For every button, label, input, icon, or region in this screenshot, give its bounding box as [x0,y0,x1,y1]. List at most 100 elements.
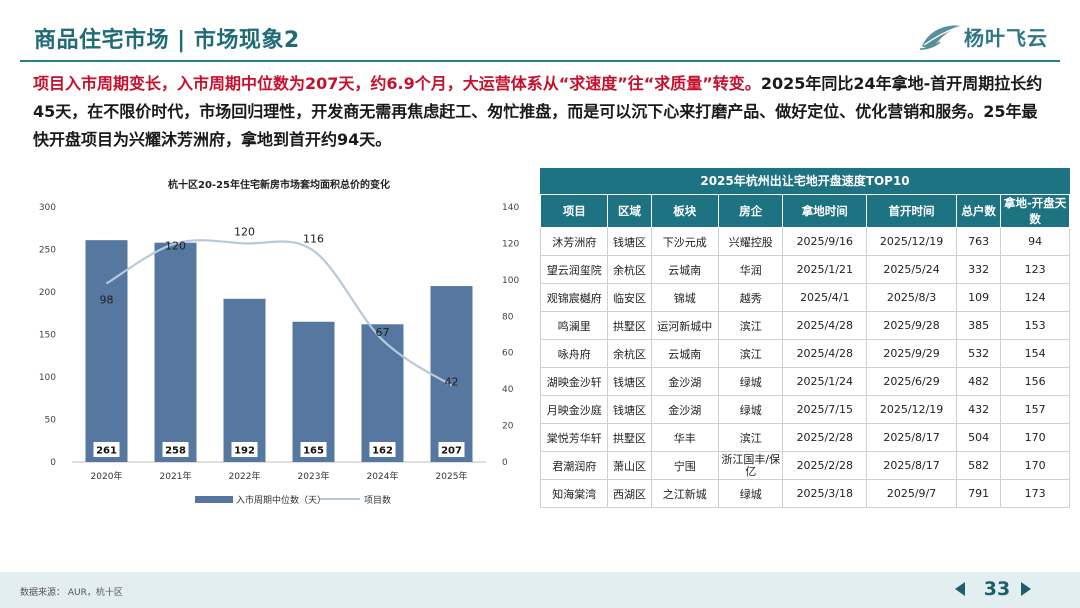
table-row: 观锦宸樾府 临安区 锦城 越秀 2025/4/1 2025/8/3 109 124 [539,283,1070,312]
table-cell: 华润 [718,255,784,284]
bar-label-box [93,442,120,457]
table-cell: 385 [955,311,1002,340]
line-value-label: 42 [445,376,459,389]
table-header-cell: 拿地时间 [782,194,868,228]
table-header-cell: 板块 [650,194,720,228]
table-cell: 鸣澜里 [539,311,609,340]
table-cell: 兴耀控股 [718,227,784,256]
x-tick-label: 2023年 [298,470,330,482]
table-cell: 临安区 [607,283,652,312]
table-cell: 观锦宸樾府 [539,283,609,312]
chart-title: 杭十区20-25年住宅新房市场套均面积总价的变化 [168,178,390,191]
page-number: 33 [983,578,1011,600]
y-left-tick-label: 150 [39,331,56,341]
y-left-tick-label: 50 [45,416,57,426]
table-cell: 173 [1000,479,1070,508]
data-source: 数据来源： AUR，杭十区 [20,588,123,598]
y-right-tick-label: 140 [502,203,519,213]
bar-value-label: 192 [234,446,255,457]
table-cell: 绿城 [718,395,784,424]
table-cell: 2025/9/16 [782,227,868,256]
bar-value-label: 162 [372,446,393,457]
table-cell: 2025/4/28 [782,311,868,340]
table-cell: 君潮润府 [539,451,609,480]
y-right-tick-label: 120 [502,239,519,249]
y-left-tick-label: 250 [39,246,56,256]
bar [154,242,197,462]
table-cell: 之江新城 [650,479,720,508]
prev-page-icon[interactable] [955,582,965,596]
table-cell: 西湖区 [607,479,652,508]
table-body: 沐芳洲府 钱塘区 下沙元成 兴耀控股 2025/9/16 2025/12/19 763 94 望… [539,227,1070,508]
combo-chart: 杭十区20-25年住宅新房市场套均面积总价的变化 0 50 100 150 200 250 3… [20,170,520,515]
table-cell: 湖映金沙轩 [539,367,609,396]
bar [430,286,473,462]
bar-label-box [300,442,327,457]
legend-bar-label: 入市周期中位数（天） [236,494,326,506]
table-cell: 余杭区 [607,339,652,368]
table-header-cell: 房企 [718,194,784,228]
table-cell: 余杭区 [607,255,652,284]
line-value-label: 120 [234,225,255,238]
next-page-icon[interactable] [1021,582,1031,596]
legend-line-label: 项目数 [364,494,391,506]
table-cell: 越秀 [718,283,784,312]
summary-body: 2025年同比24年拿地-首开周期拉长约45天，在不限价时代，市场回归理性，开发… [33,74,1043,149]
table-cell: 2025/1/24 [782,367,868,396]
footer: 数据来源： AUR，杭十区 33 [0,572,1080,608]
table-row: 鸣澜里 拱墅区 运河新城中 滨江 2025/4/28 2025/9/28 385 153 [539,311,1070,340]
table-cell: 2025/12/19 [866,395,957,424]
x-tick-label: 2021年 [160,470,192,482]
title-divider [20,60,1060,62]
table-cell: 钱塘区 [607,227,652,256]
title-bar: 商品住宅市场 | 市场现象2 杨叶飞云 [0,0,1080,68]
bar-label-box [162,442,189,457]
table-header-cell: 区域 [607,194,652,228]
bar-value-label: 165 [303,446,324,457]
table-header-cell: 首开时间 [866,194,957,228]
table-header-row: 项目 区域 板块 房企 拿地时间 首开时间 总户数 拿地-开盘天数 [539,194,1070,228]
table-row: 沐芳洲府 钱塘区 下沙元成 兴耀控股 2025/9/16 2025/12/19 763 94 [539,227,1070,256]
bar-label-box [438,442,465,457]
line-value-label: 98 [100,294,114,307]
table-title: 2025年杭州出让宅地开盘速度TOP10 [540,168,1070,194]
table-row: 知海棠湾 西湖区 之江新城 绿城 2025/3/18 2025/9/7 791 173 [539,479,1070,508]
table-cell: 432 [955,395,1002,424]
table-cell: 763 [955,227,1002,256]
table-header-cell: 总户数 [955,194,1002,228]
bar-value-label: 207 [441,446,462,457]
x-tick-label: 2022年 [229,470,261,482]
table-cell: 2025/8/17 [866,451,957,480]
table-cell: 94 [1000,227,1070,256]
table-cell: 2025/4/28 [782,339,868,368]
table-cell: 2025/4/1 [782,283,868,312]
logo-text: 杨叶飞云 [964,26,1048,50]
table-cell: 下沙元成 [650,227,720,256]
table-cell: 109 [955,283,1002,312]
table-cell: 咏舟府 [539,339,609,368]
summary-highlight: 项目入市周期变长，入市周期中位数为207天，约6.9个月，大运营体系从“求速度”… [33,74,761,93]
table-cell: 云城南 [650,339,720,368]
table-cell: 月映金沙庭 [539,395,609,424]
x-tick-label: 2025年 [436,470,468,482]
table-cell: 宁围 [650,451,720,480]
logo: 杨叶飞云 [920,20,1060,52]
chart-svg: 杭十区20-25年住宅新房市场套均面积总价的变化0501001502002503… [39,178,520,506]
table-cell: 华丰 [650,423,720,452]
y-right-tick-label: 40 [502,385,514,395]
bar [223,298,266,462]
table-cell: 滨江 [718,311,784,340]
table-row: 望云润玺院 余杭区 云城南 华润 2025/1/21 2025/5/24 332 123 [539,255,1070,284]
top10-table-panel: 2025年杭州出让宅地开盘速度TOP10 项目 区域 板块 房企 拿地时间 首开时间 总户数… [539,168,1070,508]
table-cell: 棠悦芳华轩 [539,423,609,452]
table-cell: 滨江 [718,339,784,368]
table-cell: 123 [1000,255,1070,284]
table-cell: 791 [955,479,1002,508]
table-cell: 170 [1000,451,1070,480]
table-cell: 钱塘区 [607,367,652,396]
table-cell: 154 [1000,339,1070,368]
table-cell: 绿城 [718,367,784,396]
table-row: 咏舟府 余杭区 云城南 滨江 2025/4/28 2025/9/29 532 154 [539,339,1070,368]
y-right-tick-label: 100 [502,276,519,286]
table-cell: 拱墅区 [607,311,652,340]
